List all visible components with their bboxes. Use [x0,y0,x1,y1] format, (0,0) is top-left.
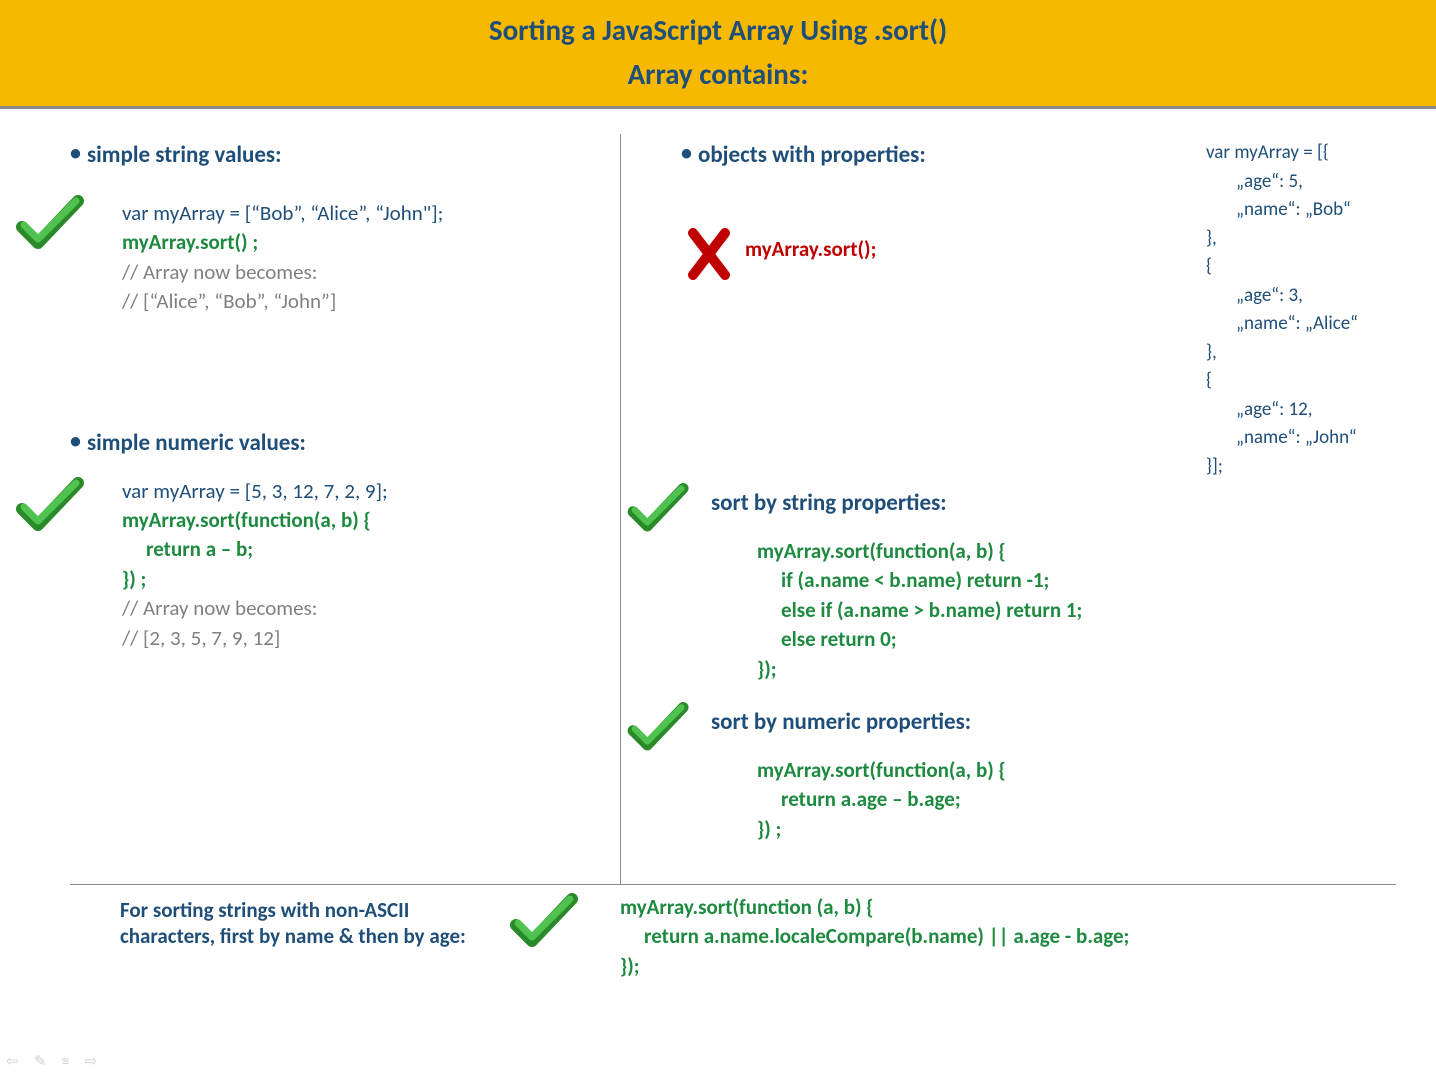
code-line: myArray.sort() ; [122,228,600,257]
code-line: myArray.sort(function(a, b) { [122,506,600,535]
code-line: „age“: 5, [1206,168,1358,197]
code-line: else return 0; [757,625,1406,654]
code-line: }) ; [122,565,600,594]
check-icon [627,702,691,754]
section-title-strings: •simple string values: [70,139,600,169]
x-icon [685,227,733,281]
numeric-code: var myArray = [5, 3, 12, 7, 2, 9]; myArr… [122,477,600,653]
objects-title-text: objects with properties: [698,141,926,169]
numeric-values-section: •simple numeric values: var myArray = [5… [70,427,600,653]
check-icon [16,477,86,535]
object-definition-code: var myArray = [{ „age“: 5, „name“: „Bob“… [1206,139,1358,481]
footer-code: myArray.sort(function (a, b) { return a.… [620,893,1406,981]
code-line: }]; [1206,453,1358,482]
by-string-title-text: sort by string properties: [711,489,947,517]
code-line: { [1206,367,1358,396]
page-title: Sorting a JavaScript Array Using .sort() [0,12,1436,48]
bullet-icon: • [681,139,692,166]
by-string-section: sort by string properties: myArray.sort(… [681,489,1406,684]
by-string-code: myArray.sort(function(a, b) { if (a.name… [757,537,1406,684]
code-line: „age“: 3, [1206,282,1358,311]
code-line: myArray.sort(function(a, b) { [757,756,1406,785]
bullet-icon: • [70,139,81,166]
check-icon [510,893,620,981]
section-title-by-string: sort by string properties: [711,489,1406,517]
bullet-icon: • [70,427,81,454]
code-line: „name“: „Alice“ [1206,310,1358,339]
strings-code: var myArray = [“Bob”, “Alice”, “John"]; … [122,199,600,317]
code-line: var myArray = [“Bob”, “Alice”, “John"]; [122,199,600,228]
code-line: }) ; [757,815,1406,844]
code-comment: // [“Alice”, “Bob”, “John”] [122,287,600,316]
code-line: return a.name.localeCompare(b.name) || a… [620,922,1406,951]
objects-section: •objects with properties: myArray.sort()… [681,139,1406,459]
section-title-by-numeric: sort by numeric properties: [711,708,1406,736]
code-comment: // [2, 3, 5, 7, 9, 12] [122,624,600,653]
code-line: else if (a.name > b.name) return 1; [757,596,1406,625]
check-icon [627,483,691,535]
code-line: myArray.sort(function (a, b) { [620,893,1406,922]
footer-label: For sorting strings with non-ASCII chara… [80,893,510,981]
header-banner: Sorting a JavaScript Array Using .sort()… [0,0,1436,109]
code-comment: // Array now becomes: [122,594,600,623]
string-values-section: •simple string values: var myArray = [“B… [70,139,600,317]
footer-section: For sorting strings with non-ASCII chara… [0,893,1436,981]
by-numeric-code: myArray.sort(function(a, b) { return a.a… [757,756,1406,844]
code-comment: // Array now becomes: [122,258,600,287]
code-line: }, [1206,339,1358,368]
code-line: return a.age – b.age; [757,785,1406,814]
horizontal-divider [70,884,1396,885]
code-line: „name“: „Bob“ [1206,196,1358,225]
code-line: if (a.name < b.name) return -1; [757,566,1406,595]
right-column: •objects with properties: myArray.sort()… [621,119,1416,884]
page-subtitle: Array contains: [0,56,1436,92]
code-line: myArray.sort(function(a, b) { [757,537,1406,566]
code-line: var myArray = [5, 3, 12, 7, 2, 9]; [122,477,600,506]
code-line: var myArray = [{ [1206,139,1358,168]
code-line: { [1206,253,1358,282]
left-column: •simple string values: var myArray = [“B… [20,119,620,884]
footer-label-line: For sorting strings with non-ASCII [120,897,510,923]
by-numeric-title-text: sort by numeric properties: [711,708,971,736]
code-line: return a – b; [122,535,600,564]
code-line: }, [1206,225,1358,254]
numeric-title-text: simple numeric values: [87,429,306,457]
nav-icons: ⇦ ✎ ≡ ⇨ [6,1052,103,1071]
code-line: „name“: „John“ [1206,424,1358,453]
code-line: }); [620,952,1406,981]
strings-title-text: simple string values: [87,141,281,169]
section-title-numeric: •simple numeric values: [70,427,600,457]
by-numeric-section: sort by numeric properties: myArray.sort… [681,708,1406,844]
code-line: }); [757,655,1406,684]
footer-label-line: characters, first by name & then by age: [120,923,510,949]
code-line: „age“: 12, [1206,396,1358,425]
main-content: •simple string values: var myArray = [“B… [0,109,1436,884]
check-icon [16,195,86,253]
